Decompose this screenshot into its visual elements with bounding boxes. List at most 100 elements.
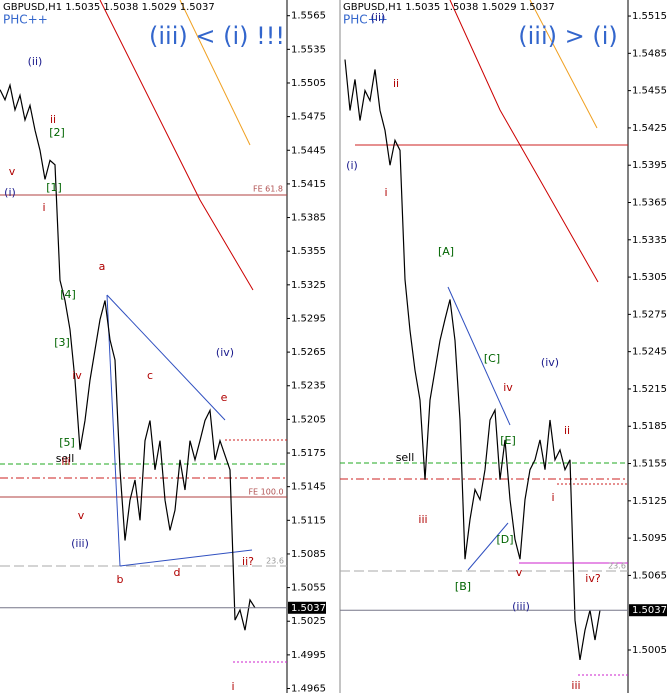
y-tick-label: 1.5505 [291, 78, 326, 89]
wave-label: (i) [346, 159, 358, 172]
wave-label: iii [571, 679, 580, 692]
y-tick-label: 1.5205 [291, 414, 326, 425]
trend-line [106, 294, 226, 421]
wave-label: (iii) [71, 537, 89, 550]
last-price-label: 1.5037 [291, 603, 326, 614]
wave-label: d [174, 566, 181, 579]
wave-label: iv? [585, 572, 601, 585]
y-tick-label: 1.5395 [632, 160, 667, 171]
y-tick-label: 1.5485 [632, 48, 667, 59]
wave-label: (iv) [541, 356, 559, 369]
wave-label: iii [61, 455, 70, 468]
y-tick-label: 1.5095 [632, 533, 667, 544]
wave-label: ii [564, 424, 570, 437]
y-tick-label: 1.5565 [291, 11, 326, 22]
y-tick-label: 1.4965 [291, 684, 326, 693]
header: GBPUSD,H1 1.5035 1.5038 1.5029 1.5037 [3, 2, 215, 13]
y-tick-label: 1.5295 [291, 313, 326, 324]
wave-label: FE 100.0 [248, 488, 283, 497]
wave-label: a [99, 260, 106, 273]
wave-label: iii [418, 513, 427, 526]
y-tick-label: 1.5365 [632, 197, 667, 208]
y-tick-label: 1.5415 [291, 179, 326, 190]
wave-label: iv [503, 381, 513, 394]
trend-line [106, 294, 121, 567]
indicator-name: PHC++ [3, 13, 48, 27]
y-tick-label: 1.5515 [632, 11, 667, 22]
chart-title: (iii) > (i) [518, 22, 618, 50]
y-tick-label: 1.5185 [632, 421, 667, 432]
y-tick-label: 1.5445 [291, 145, 326, 156]
wave-label: (ii) [28, 55, 43, 68]
y-tick-label: 1.5145 [291, 482, 326, 493]
price-line [344, 59, 601, 660]
wave-label: [B] [455, 580, 471, 593]
wave-label: (ii) [371, 11, 386, 24]
wave-label: 23.6 [608, 562, 626, 571]
wave-label: i [42, 201, 45, 214]
price-line [0, 82, 256, 631]
wave-label: ii [50, 113, 56, 126]
wave-label: 23.6 [266, 557, 284, 566]
last-price-box [288, 601, 326, 614]
y-tick-label: 1.5125 [632, 496, 667, 507]
y-tick-label: 1.5355 [291, 246, 326, 257]
wave-label: ii [393, 77, 399, 90]
y-tick-label: 1.5455 [632, 86, 667, 97]
y-tick-label: 1.5385 [291, 213, 326, 224]
indicator-line [529, 0, 598, 129]
y-tick-label: 1.4995 [291, 650, 326, 661]
wave-label: v [516, 566, 523, 579]
wave-label: ii? [242, 555, 254, 568]
wave-label: [1] [46, 181, 62, 194]
y-tick-label: 1.5085 [291, 549, 326, 560]
wave-label: sell [56, 452, 75, 465]
trend-line [119, 549, 253, 567]
trend-line [447, 286, 511, 426]
levels-right [340, 0, 628, 676]
y-tick-label: 1.5425 [632, 123, 667, 134]
chart-title: (iii) < (i) !!! [149, 22, 285, 50]
wave-label: [A] [438, 245, 454, 258]
indicator-line [449, 0, 599, 283]
wave-label: [2] [49, 126, 65, 139]
y-tick-label: 1.5155 [632, 459, 667, 470]
y-tick-label: 1.5335 [632, 235, 667, 246]
y-tick-label: 1.5305 [632, 272, 667, 283]
wave-label: [3] [54, 336, 70, 349]
y-tick-label: 1.5055 [291, 583, 326, 594]
y-tick-label: 1.5535 [291, 44, 326, 55]
y-tick-label: 1.5065 [632, 570, 667, 581]
wave-label: (iv) [216, 346, 234, 359]
y-tick-label: 1.5265 [291, 347, 326, 358]
wave-label: [C] [484, 352, 500, 365]
y-tick-label: 1.5025 [291, 616, 326, 627]
wave-label: [E] [500, 434, 516, 447]
wave-label: v [9, 165, 16, 178]
y-tick-label: 1.5475 [291, 112, 326, 123]
wave-label: [D] [496, 533, 513, 546]
indicator-line [179, 0, 251, 146]
wave-label: b [117, 573, 124, 586]
indicator-line [99, 0, 254, 291]
levels-left [0, 0, 287, 663]
wave-label: i [231, 680, 234, 693]
wave-label: i [384, 186, 387, 199]
wave-label: c [147, 369, 153, 382]
y-tick-label: 1.5175 [291, 448, 326, 459]
last-price-label: 1.5037 [632, 605, 667, 616]
wave-label: iv [72, 369, 82, 382]
wave-label: (i) [4, 186, 16, 199]
wave-label: (iii) [512, 600, 530, 613]
wave-label: FE 61.8 [253, 185, 283, 194]
indicator-name: PHC++ [343, 13, 388, 27]
trend-line [467, 522, 509, 571]
y-tick-label: 1.5235 [291, 381, 326, 392]
y-tick-label: 1.5245 [632, 347, 667, 358]
wave-label: sell [396, 451, 415, 464]
wave-label: [5] [59, 436, 75, 449]
header: GBPUSD,H1 1.5035 1.5038 1.5029 1.5037 [343, 2, 555, 13]
wave-label: [4] [60, 288, 76, 301]
